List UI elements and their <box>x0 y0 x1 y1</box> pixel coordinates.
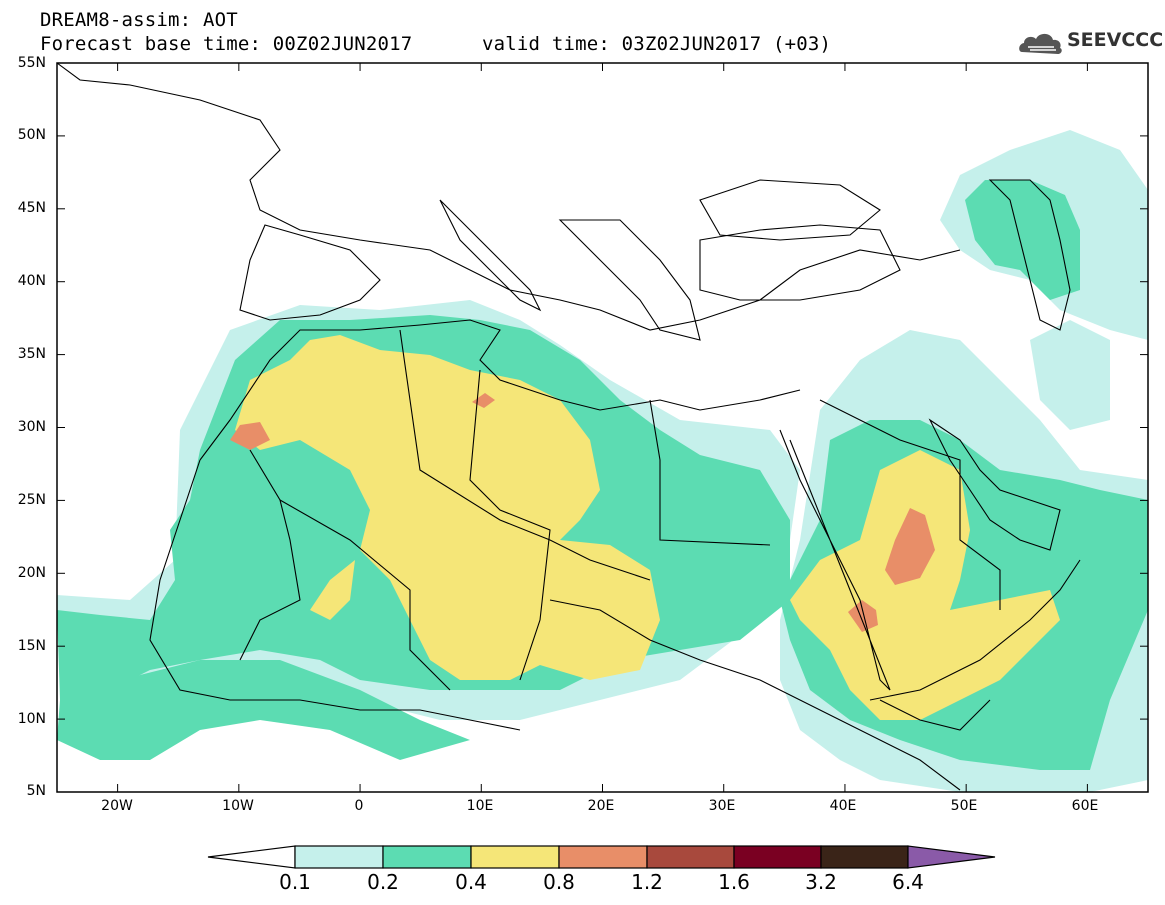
inner-border-6 <box>239 449 301 661</box>
colorbar-swatch-6 <box>733 845 822 869</box>
north-africa-coast <box>199 319 801 461</box>
colorbar-label: 3.2 <box>805 870 837 894</box>
arabian-sea-coast <box>869 559 1081 701</box>
colorbar-swatch-2 <box>382 845 472 869</box>
lat-label: 45N <box>17 200 46 216</box>
colorbar-label: 0.8 <box>543 870 575 894</box>
colorbar-swatch-4 <box>558 845 648 869</box>
colorbar-label: 0.1 <box>279 870 311 894</box>
lat-label: 25N <box>17 492 46 508</box>
aot-band-0.8-saudi <box>885 508 935 585</box>
turkey <box>699 224 901 301</box>
aot-band-0.4-arabia <box>790 450 1060 720</box>
lat-label: 50N <box>17 127 46 143</box>
lat-label: 30N <box>17 419 46 435</box>
lon-label: 50E <box>950 798 978 814</box>
valid-time: valid time: 03Z02JUN2017 (+03) <box>482 33 832 55</box>
red-sea <box>779 429 891 691</box>
cloud-icon <box>1019 33 1062 54</box>
colorbar-label: 0.4 <box>455 870 487 894</box>
inner-border-4 <box>649 399 771 546</box>
colorbar-label: 1.2 <box>631 870 663 894</box>
colorbar-high-arrow <box>907 845 996 869</box>
lat-label: 10N <box>17 711 46 727</box>
lat-label: 5N <box>26 783 46 799</box>
lon-label: 20E <box>587 798 615 814</box>
inner-border-2 <box>279 499 451 691</box>
colorbar-label: 0.2 <box>367 870 399 894</box>
country-borders <box>57 63 1081 791</box>
horn-africa <box>879 699 991 731</box>
italy <box>439 199 542 312</box>
lon-label: 10W <box>222 798 254 814</box>
aot-band-0.1-persia <box>1030 320 1110 430</box>
colorbar <box>207 845 996 869</box>
map-title: DREAM8-assim: AOT <box>40 9 238 31</box>
colorbar-label: 1.6 <box>718 870 750 894</box>
aot-band-0.8-libya <box>472 393 495 408</box>
colorbar-swatch-7 <box>820 845 909 869</box>
lat-label: 40N <box>17 273 46 289</box>
inner-border-3 <box>469 369 551 681</box>
lon-label: 0 <box>354 798 364 814</box>
caspian-sea <box>988 179 1071 331</box>
lon-label: 10E <box>466 798 494 814</box>
iberia <box>239 224 381 321</box>
lat-label: 35N <box>17 346 46 362</box>
inner-border-1 <box>399 329 651 581</box>
colorbar-low-arrow <box>207 845 296 869</box>
lon-label: 40E <box>829 798 857 814</box>
colorbar-swatch-5 <box>646 845 735 869</box>
colorbar-swatch-3 <box>470 845 560 869</box>
lat-label: 20N <box>17 565 46 581</box>
balkans-greece <box>558 219 701 341</box>
aot-band-0.2-sahel <box>57 660 470 760</box>
aot-band-0.4-mali <box>310 560 355 620</box>
forecast-base-time: Forecast base time: 00Z02JUN2017 <box>40 33 413 55</box>
logo-text: SEEVCCC <box>1067 29 1164 51</box>
colorbar-swatch-1 <box>294 845 384 869</box>
black-sea <box>699 179 881 241</box>
lon-label: 60E <box>1071 798 1099 814</box>
aot-band-0.8-yemen <box>848 600 878 632</box>
aot-band-0.4-algeria <box>235 335 660 680</box>
lat-label: 15N <box>17 638 46 654</box>
lon-label: 20W <box>101 798 133 814</box>
aot-band-0.2-caspian <box>965 180 1080 300</box>
lat-label: 55N <box>17 55 46 71</box>
inner-border-7 <box>549 599 961 791</box>
colorbar-label: 6.4 <box>892 870 924 894</box>
inner-border-5 <box>819 399 1001 610</box>
persian-gulf <box>928 418 1061 551</box>
lon-label: 30E <box>708 798 736 814</box>
west-africa-coast <box>149 459 521 731</box>
aot-band-0.8-morocco <box>230 422 270 450</box>
europe-coast <box>57 63 961 331</box>
